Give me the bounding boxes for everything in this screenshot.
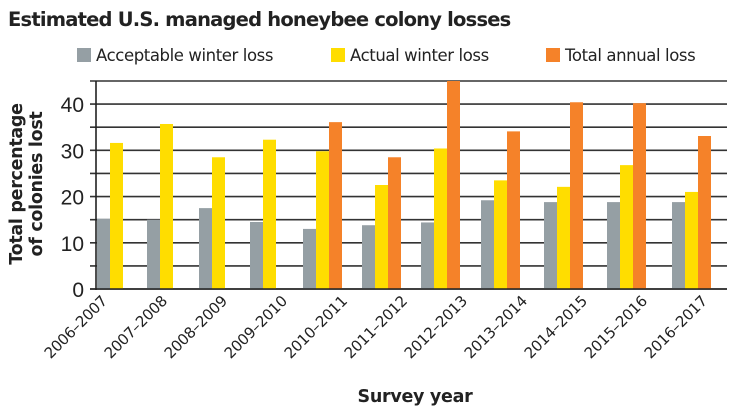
bar-group xyxy=(147,123,173,289)
y-tick-label: 30 xyxy=(61,140,84,163)
bar-group xyxy=(421,81,460,289)
x-tick-label: 2013–2014 xyxy=(461,292,531,362)
bar xyxy=(362,225,375,289)
bar xyxy=(698,136,711,289)
bar-group xyxy=(544,102,583,289)
bar xyxy=(507,131,520,289)
axes xyxy=(90,81,727,290)
x-tick-label: 2009–2010 xyxy=(221,292,291,362)
bar-group xyxy=(362,157,401,289)
bar xyxy=(263,139,276,289)
x-tick-label: 2015–2016 xyxy=(581,292,651,362)
x-tick-label: 2012–2013 xyxy=(401,292,471,362)
bar xyxy=(620,165,633,289)
y-axis-title-line-1: Total percentage xyxy=(7,103,27,265)
bar-group xyxy=(250,139,276,289)
bar xyxy=(199,208,212,289)
bar xyxy=(212,157,225,289)
bar xyxy=(494,180,507,289)
legend-item: Acceptable winter loss xyxy=(77,46,273,65)
x-tick-label: 2014–2015 xyxy=(521,292,591,362)
y-tick-label: 10 xyxy=(61,233,84,256)
bar xyxy=(160,123,173,289)
x-tick-label: 2006–2007 xyxy=(41,292,111,362)
legend-item: Total annual loss xyxy=(546,46,696,65)
bar xyxy=(421,222,434,289)
bar-group xyxy=(97,142,123,289)
y-tick-label: 20 xyxy=(61,187,84,210)
x-tick-label: 2010–2011 xyxy=(281,292,351,362)
x-tick-label: 2007–2008 xyxy=(101,292,171,362)
bars xyxy=(97,81,711,289)
gridlines xyxy=(90,80,727,290)
bar xyxy=(447,81,460,289)
bar xyxy=(434,148,447,289)
chart-title: Estimated U.S. managed honeybee colony l… xyxy=(8,8,511,31)
y-axis-title: Total percentage of colonies lost xyxy=(7,103,47,265)
x-axis-title: Survey year xyxy=(358,387,474,407)
legend-swatch xyxy=(546,48,560,62)
legend-swatch xyxy=(331,48,345,62)
y-tick-labels: 0 10 20 30 40 xyxy=(61,94,84,302)
x-tick-label: 2008–2009 xyxy=(161,292,231,362)
bar xyxy=(544,202,557,289)
bar-group xyxy=(607,103,646,289)
x-tick-label: 2011–2012 xyxy=(341,292,411,362)
bar xyxy=(607,202,620,289)
x-tick-label: 2016–2017 xyxy=(641,292,711,362)
bar xyxy=(557,186,570,289)
bar xyxy=(110,142,123,289)
x-tick-labels: 2006–20072007–20082008–20092009–20102010… xyxy=(41,292,711,362)
y-axis-title-line-2: of colonies lost xyxy=(27,112,47,257)
bar xyxy=(147,219,160,289)
bar xyxy=(633,103,646,289)
bar xyxy=(672,202,685,289)
y-tick-label: 40 xyxy=(61,94,84,117)
legend-label: Acceptable winter loss xyxy=(96,46,273,65)
bar xyxy=(388,157,401,289)
bar-group xyxy=(199,157,225,289)
bar xyxy=(329,122,342,289)
bar xyxy=(481,200,494,289)
y-tick-label: 0 xyxy=(72,279,84,302)
bar-group xyxy=(481,131,520,289)
bar xyxy=(97,218,110,289)
bar xyxy=(570,102,583,289)
bar xyxy=(316,151,329,289)
bar xyxy=(375,185,388,289)
legend-label: Actual winter loss xyxy=(350,46,489,65)
bar xyxy=(685,191,698,289)
bar-group xyxy=(672,136,711,289)
legend-item: Actual winter loss xyxy=(331,46,489,65)
legend-label: Total annual loss xyxy=(564,46,695,65)
bar-group xyxy=(303,122,342,289)
bar xyxy=(303,228,316,289)
bar xyxy=(250,221,263,289)
legend: Acceptable winter loss Actual winter loss… xyxy=(77,46,696,65)
legend-swatch xyxy=(77,48,91,62)
